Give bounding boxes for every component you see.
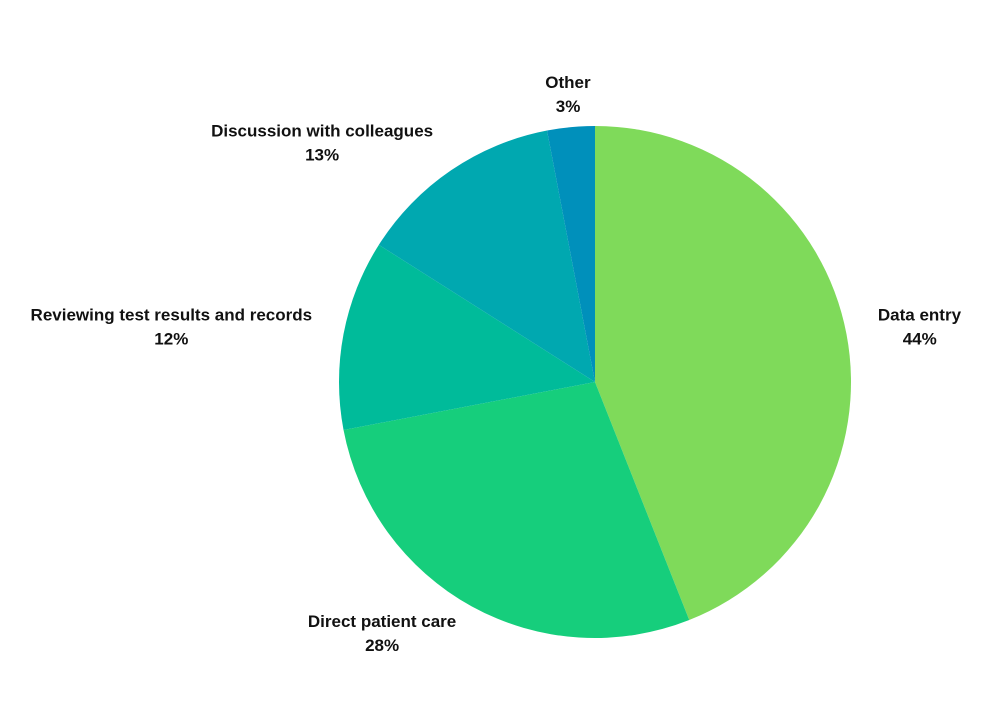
- pie-slice: [595, 126, 852, 621]
- slice-label: Data entry: [878, 306, 962, 325]
- slice-value-label: 44%: [903, 330, 937, 349]
- slice-value-label: 12%: [154, 330, 188, 349]
- slice-label: Other: [545, 73, 591, 92]
- slice-value-label: 13%: [305, 145, 339, 164]
- pie-slice: [343, 382, 690, 638]
- pie-slice: [378, 130, 595, 382]
- slice-label: Direct patient care: [308, 612, 456, 631]
- slice-value-label: 3%: [556, 97, 581, 116]
- slice-value-label: 28%: [365, 636, 399, 655]
- slice-label: Discussion with colleagues: [211, 121, 433, 140]
- pie-slice: [339, 244, 595, 430]
- slice-label: Reviewing test results and records: [31, 306, 313, 325]
- pie-slice: [547, 126, 595, 382]
